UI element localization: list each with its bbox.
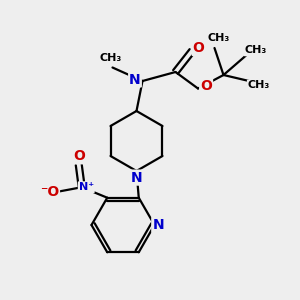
Text: N: N (129, 73, 141, 86)
Text: N: N (131, 171, 142, 184)
Text: CH₃: CH₃ (208, 33, 230, 43)
Text: O: O (200, 79, 212, 93)
Text: ⁻O: ⁻O (40, 185, 59, 199)
Text: CH₃: CH₃ (245, 45, 267, 56)
Text: O: O (73, 149, 85, 163)
Text: CH₃: CH₃ (100, 53, 122, 63)
Text: CH₃: CH₃ (248, 80, 270, 91)
Text: N: N (152, 218, 164, 232)
Text: O: O (193, 41, 205, 55)
Text: N⁺: N⁺ (79, 182, 94, 192)
